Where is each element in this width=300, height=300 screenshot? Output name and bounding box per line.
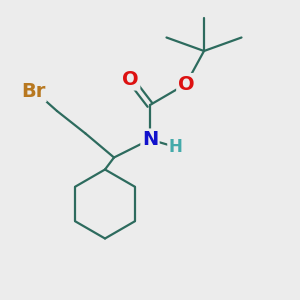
- Text: H: H: [169, 138, 182, 156]
- Text: N: N: [142, 130, 158, 149]
- Text: Br: Br: [21, 82, 45, 101]
- Text: O: O: [178, 74, 194, 94]
- Text: O: O: [122, 70, 139, 89]
